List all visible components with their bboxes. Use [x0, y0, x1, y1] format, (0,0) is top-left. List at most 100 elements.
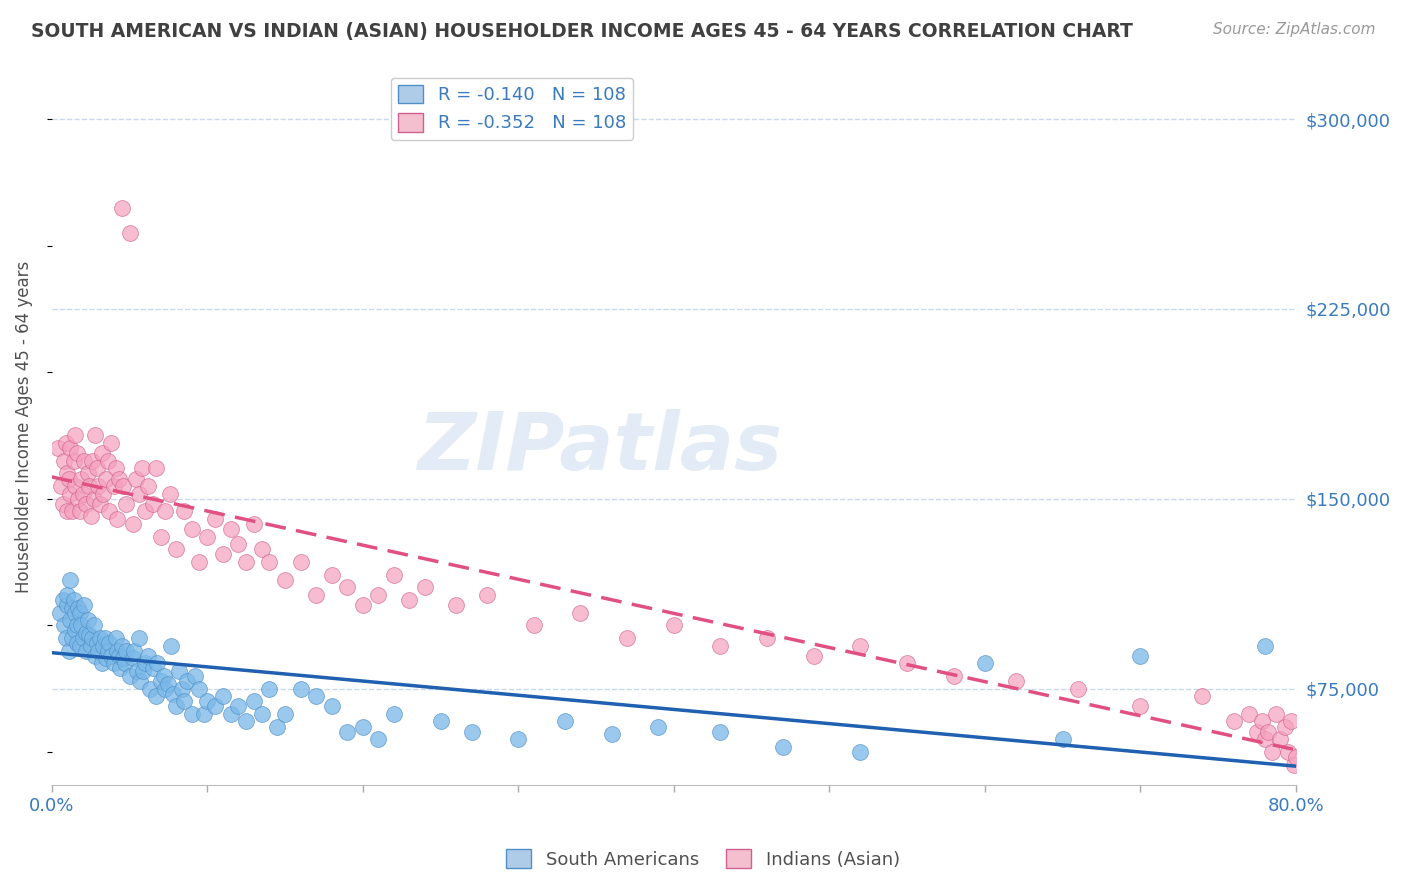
Point	[111, 201, 134, 215]
Point	[59, 613, 82, 627]
Point	[188, 681, 211, 696]
Point	[76, 613, 98, 627]
Point	[62, 454, 84, 468]
Point	[77, 479, 100, 493]
Point	[107, 648, 129, 663]
Point	[172, 681, 194, 696]
Point	[100, 648, 122, 663]
Point	[849, 745, 872, 759]
Point	[429, 714, 451, 729]
Point	[1282, 757, 1305, 772]
Point	[803, 648, 825, 663]
Point	[76, 467, 98, 481]
Point	[60, 504, 83, 518]
Point	[97, 454, 120, 468]
Point	[142, 661, 165, 675]
Point	[86, 461, 108, 475]
Point	[155, 681, 177, 696]
Point	[554, 714, 576, 729]
Point	[398, 593, 420, 607]
Point	[129, 673, 152, 688]
Point	[91, 486, 114, 500]
Point	[250, 706, 273, 721]
Point	[53, 618, 76, 632]
Point	[149, 673, 172, 688]
Point	[235, 714, 257, 729]
Point	[62, 593, 84, 607]
Point	[55, 631, 77, 645]
Point	[352, 720, 374, 734]
Point	[125, 471, 148, 485]
Point	[266, 720, 288, 734]
Point	[91, 639, 114, 653]
Point	[569, 606, 592, 620]
Point	[79, 639, 101, 653]
Point	[180, 706, 202, 721]
Point	[127, 664, 149, 678]
Point	[162, 687, 184, 701]
Point	[756, 631, 779, 645]
Point	[160, 639, 183, 653]
Point	[662, 618, 685, 632]
Point	[118, 669, 141, 683]
Point	[475, 588, 498, 602]
Point	[849, 639, 872, 653]
Point	[336, 580, 359, 594]
Point	[709, 724, 731, 739]
Point	[1261, 745, 1284, 759]
Point	[59, 486, 82, 500]
Point	[250, 542, 273, 557]
Point	[204, 512, 226, 526]
Point	[69, 639, 91, 653]
Point	[59, 441, 82, 455]
Point	[84, 428, 107, 442]
Point	[259, 555, 281, 569]
Point	[367, 732, 389, 747]
Point	[111, 639, 134, 653]
Point	[93, 631, 115, 645]
Point	[56, 504, 79, 518]
Point	[90, 657, 112, 671]
Point	[70, 471, 93, 485]
Point	[121, 517, 143, 532]
Point	[145, 689, 167, 703]
Point	[228, 537, 250, 551]
Point	[69, 504, 91, 518]
Point	[243, 517, 266, 532]
Point	[193, 706, 215, 721]
Point	[1005, 673, 1028, 688]
Point	[1191, 689, 1213, 703]
Point	[145, 461, 167, 475]
Point	[460, 724, 482, 739]
Point	[82, 454, 104, 468]
Point	[59, 573, 82, 587]
Point	[75, 643, 97, 657]
Point	[134, 504, 156, 518]
Point	[274, 706, 297, 721]
Point	[1257, 724, 1279, 739]
Legend: R = -0.140   N = 108, R = -0.352   N = 108: R = -0.140 N = 108, R = -0.352 N = 108	[391, 78, 633, 140]
Point	[98, 504, 121, 518]
Point	[321, 567, 343, 582]
Point	[63, 606, 86, 620]
Point	[228, 699, 250, 714]
Point	[173, 504, 195, 518]
Point	[274, 573, 297, 587]
Point	[72, 486, 94, 500]
Point	[73, 598, 96, 612]
Point	[647, 720, 669, 734]
Point	[96, 471, 118, 485]
Point	[709, 639, 731, 653]
Point	[176, 673, 198, 688]
Point	[204, 699, 226, 714]
Point	[70, 618, 93, 632]
Point	[87, 479, 110, 493]
Point	[1253, 639, 1275, 653]
Point	[128, 631, 150, 645]
Point	[219, 706, 242, 721]
Point	[235, 555, 257, 569]
Point	[321, 699, 343, 714]
Point	[122, 643, 145, 657]
Text: ZIPatlas: ZIPatlas	[416, 409, 782, 487]
Point	[103, 657, 125, 671]
